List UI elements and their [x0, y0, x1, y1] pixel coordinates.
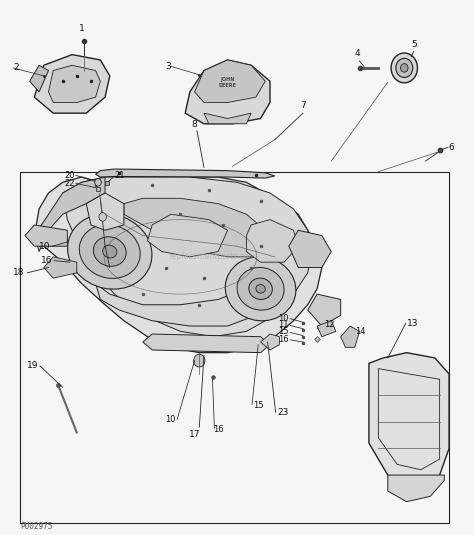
Circle shape [194, 354, 205, 367]
Polygon shape [86, 193, 124, 230]
Text: 23: 23 [277, 408, 288, 417]
Ellipse shape [93, 237, 126, 266]
Circle shape [396, 58, 413, 78]
Text: 18: 18 [13, 269, 25, 277]
Text: 10: 10 [39, 242, 51, 251]
Text: 3: 3 [165, 62, 171, 71]
Text: 22: 22 [64, 179, 74, 188]
Polygon shape [48, 65, 100, 103]
Text: 11: 11 [278, 320, 289, 330]
Ellipse shape [68, 214, 152, 289]
Text: 19: 19 [27, 362, 38, 370]
Text: 16: 16 [41, 256, 52, 265]
Polygon shape [369, 353, 449, 486]
Polygon shape [341, 326, 359, 347]
Text: 12: 12 [324, 320, 335, 329]
Text: 1: 1 [79, 24, 84, 33]
Ellipse shape [237, 268, 284, 310]
Polygon shape [30, 65, 48, 92]
Ellipse shape [79, 225, 140, 278]
Polygon shape [185, 60, 270, 124]
Polygon shape [317, 320, 336, 337]
Text: replacementparts.com: replacementparts.com [170, 253, 257, 262]
Polygon shape [25, 225, 67, 246]
Text: 16: 16 [278, 335, 289, 344]
Circle shape [95, 179, 101, 186]
Text: 16: 16 [213, 425, 224, 434]
Polygon shape [204, 113, 251, 124]
Polygon shape [63, 177, 312, 337]
Text: 4: 4 [355, 49, 360, 58]
Polygon shape [35, 55, 110, 113]
Ellipse shape [225, 257, 296, 321]
Polygon shape [35, 177, 322, 353]
Text: 10: 10 [165, 415, 176, 424]
Circle shape [99, 213, 107, 221]
Ellipse shape [103, 245, 117, 258]
Text: 13: 13 [407, 319, 418, 328]
Polygon shape [289, 230, 331, 268]
Text: 10: 10 [278, 314, 289, 323]
Polygon shape [96, 169, 275, 178]
Polygon shape [195, 60, 265, 103]
Polygon shape [96, 284, 275, 326]
Ellipse shape [249, 278, 273, 300]
Text: 5: 5 [411, 40, 417, 49]
Polygon shape [261, 334, 279, 350]
Polygon shape [44, 257, 77, 278]
Circle shape [391, 53, 418, 83]
Text: 6: 6 [448, 143, 454, 152]
Text: 2: 2 [13, 64, 19, 72]
Text: PU02975: PU02975 [20, 522, 53, 531]
Ellipse shape [256, 285, 265, 293]
Polygon shape [124, 198, 270, 257]
Polygon shape [246, 219, 298, 262]
Text: 8: 8 [191, 120, 198, 129]
Polygon shape [308, 294, 341, 326]
Circle shape [401, 64, 408, 72]
Text: 15: 15 [278, 327, 289, 337]
Bar [20, 172, 449, 523]
Text: JOHN
DEERE: JOHN DEERE [219, 78, 237, 88]
Text: 15: 15 [254, 401, 264, 410]
Text: 14: 14 [355, 327, 365, 336]
Text: 21: 21 [115, 171, 125, 180]
Polygon shape [143, 334, 270, 353]
Text: 17: 17 [189, 430, 201, 439]
Text: 7: 7 [300, 102, 306, 111]
Polygon shape [35, 177, 105, 251]
Polygon shape [147, 215, 228, 257]
Text: 20: 20 [64, 171, 74, 180]
Polygon shape [388, 475, 444, 502]
